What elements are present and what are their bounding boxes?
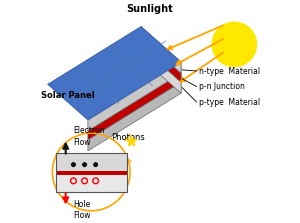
Polygon shape [141, 27, 181, 73]
Text: Photons: Photons [111, 133, 145, 142]
Text: Solar Panel: Solar Panel [41, 91, 95, 100]
Bar [56, 171, 127, 175]
Circle shape [70, 162, 76, 167]
Polygon shape [141, 47, 181, 93]
Text: Sunlight: Sunlight [127, 4, 173, 14]
Polygon shape [88, 62, 181, 131]
Polygon shape [88, 82, 181, 151]
Text: Hole
Flow: Hole Flow [74, 200, 91, 220]
Text: n-type  Material: n-type Material [199, 66, 260, 76]
Text: p-type  Material: p-type Material [199, 98, 260, 107]
Polygon shape [48, 27, 181, 120]
Bar [56, 173, 127, 192]
Circle shape [93, 162, 98, 167]
Text: Electron
Flow: Electron Flow [74, 126, 105, 147]
Circle shape [212, 22, 256, 66]
Bar [56, 153, 127, 192]
Point [129, 139, 134, 143]
Text: p-n Junction: p-n Junction [199, 82, 245, 91]
Polygon shape [141, 38, 181, 82]
Circle shape [82, 162, 87, 167]
Polygon shape [88, 73, 181, 140]
Bar [56, 153, 127, 173]
